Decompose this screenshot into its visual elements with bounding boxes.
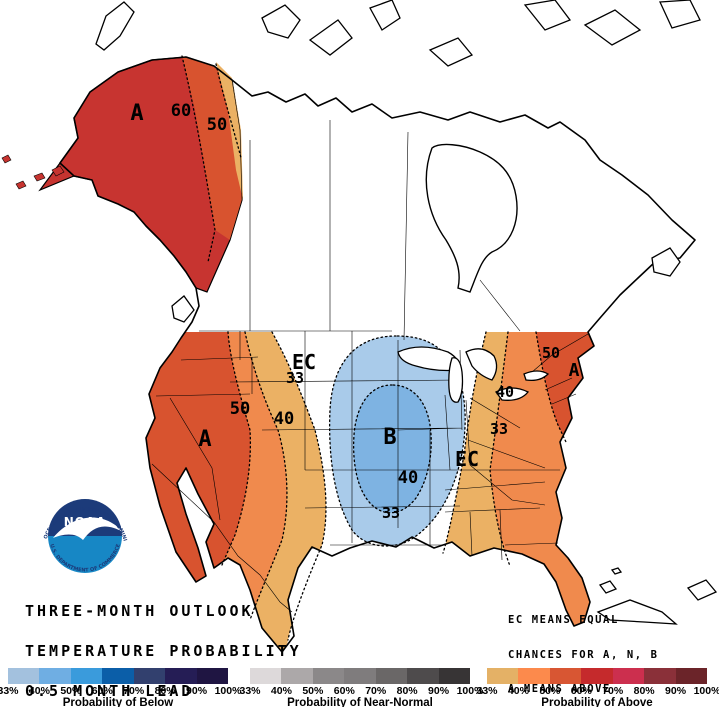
colorbar-segment [312,668,345,684]
aleutian-islands [1,154,65,190]
colorbar-segment [102,668,134,684]
colorbar-probability-near-normal: 33% 40% 50% 60% 70% 80% 90% 100% Probability of… [239,668,483,707]
colorbar-tick-label: 70% [365,685,387,697]
colorbar-segment [39,668,71,684]
noaa-logo: NOAA NATIONAL OCEANIC AND ATMOSPHERIC AD… [39,490,131,582]
map-label-alaska-60: 60 [171,101,191,121]
map-label-west-33: 33 [286,369,304,387]
west-above-region-red-orange [110,332,251,600]
colorbar-tick-label: 80% [633,685,655,697]
colorbar-tick-label: 100% [693,685,719,697]
map-label-west-a: A [198,427,211,452]
coastline-outline [59,56,696,653]
colorbar-segments [250,668,470,684]
colorbar-tick-label: 50% [302,685,324,697]
map-label-alaska-a: A [130,101,143,126]
title-line: TEMPERATURE PROBABILITY [25,642,302,661]
colorbar-tick-label: 100% [456,685,484,697]
colorbar-segment [133,668,166,684]
colorbar-segment [549,668,582,684]
legend-line: EC MEANS EQUAL [508,614,619,626]
noaa-logo-ocean [48,536,122,573]
colorbar-segment [407,668,439,684]
map-label-east-50: 50 [542,344,560,362]
colorbar-segment [438,668,470,684]
colorbar-tick-label: 100% [214,685,242,697]
colorbar-segment [70,668,103,684]
colorbar-probability-above: 33% 40% 50% 60% 70% 80% 90% 100% Probability of… [476,668,719,707]
arctic-and-offshore-islands [95,0,718,625]
colorbar-segment [8,668,40,684]
colorbar-segment [250,668,282,684]
colorbar-tick-label: 80% [396,685,418,697]
colorbar-tick-label: 90% [428,685,450,697]
hudson-bay [425,143,518,293]
colorbar-tick-label: 60% [91,685,113,697]
colorbar-segment [644,668,676,684]
colorbar-tick-label: 70% [123,685,145,697]
colorbar-tick-label: 40% [507,685,529,697]
colorbar-caption: Probability of Above [541,697,653,707]
legend-line: A MEANS ABOVE [508,683,611,695]
map-label-west-50: 50 [230,399,250,419]
colorbar-tick-label: 90% [186,685,208,697]
map-label-alaska-50: 50 [207,115,227,135]
colorbar-tick-label: 60% [570,685,592,697]
map-label-central-b: B [383,425,396,450]
colorbar-probability-below: 33% 40% 50% 60% 70% 80% 90% 100% Probability of… [0,668,241,707]
colorbar-tick-label: 60% [333,685,355,697]
central-below-region-mid-blue [353,385,432,513]
colorbar-tick-label: 50% [60,685,82,697]
colorbar-segment [344,668,376,684]
colorbar-segment [165,668,197,684]
title-line: 0.5 MONTH LEAD [25,682,194,701]
colorbar-segment [196,668,228,684]
abbreviation-legend: EC MEANS EQUAL CHANCES FOR A, N, B A MEA… [508,592,659,707]
colorbar-tick-label: 40% [28,685,50,697]
map-label-east-a: A [569,360,580,381]
colorbar-tick-label: 70% [602,685,624,697]
map-label-central-33: 33 [382,504,400,522]
colorbar-tick-label: 33% [239,685,261,697]
map-label-east-40: 40 [496,383,514,401]
map-label-central-40: 40 [398,468,418,488]
colorbar-tick-label: 33% [0,685,19,697]
map-label-central-ec: EC [455,447,479,471]
noaa-acronym: NOAA [64,515,107,529]
colorbar-tick-label: 80% [154,685,176,697]
colorbar-segment [281,668,313,684]
map-label-west-40: 40 [274,409,294,429]
alaska-above-region-tan [216,62,243,200]
colorbar-segment [487,668,519,684]
seagull-icon [53,517,123,540]
legend-line: CHANCES FOR A, N, B [508,648,659,661]
colorbar-segment [375,668,408,684]
colorbar-segments [487,668,707,684]
colorbar-caption: Probability of Below [62,697,174,707]
colorbar-tick-label: 33% [476,685,498,697]
map-label-west-ec: EC [292,350,316,374]
colorbar-segment [612,668,645,684]
colorbar-tick-label: 90% [665,685,687,697]
colorbar-segment [581,668,613,684]
colorbar-tick-label: 50% [539,685,561,697]
title-line: THREE-MONTH OUTLOOK [25,601,254,620]
title-block: THREE-MONTH OUTLOOK TEMPERATURE PROBABIL… [25,578,302,707]
colorbar-segments [8,668,228,684]
colorbar-segment [675,668,707,684]
colorbar-segment [518,668,550,684]
colorbar-caption: Probability of Near-Normal [287,697,433,707]
map-label-east-33: 33 [490,420,508,438]
great-lakes [397,346,550,403]
colorbar-tick-label: 40% [270,685,292,697]
